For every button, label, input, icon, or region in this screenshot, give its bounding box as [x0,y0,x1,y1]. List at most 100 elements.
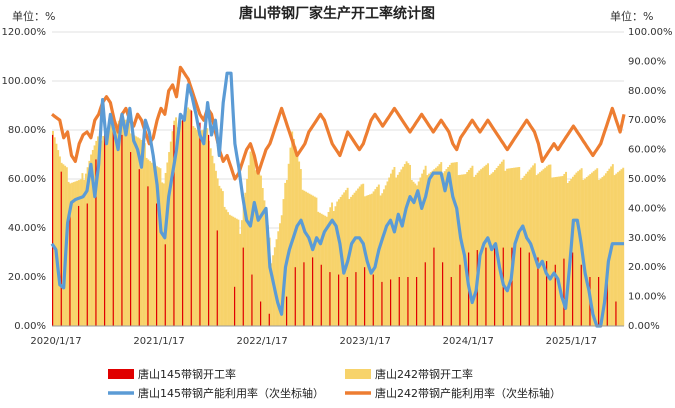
bar-242 [566,183,569,326]
bar-242 [329,207,332,326]
bar-242 [247,165,250,326]
left-axis-tick-label: 100.00% [2,76,47,87]
bar-242 [214,170,217,326]
x-axis-tick-label: 2023/1/17 [340,336,391,347]
bar-242 [398,172,401,326]
bar-242 [251,153,254,326]
left-axis-tick-label: 0.00% [14,321,46,332]
bar-242 [351,194,354,326]
bar-242 [443,171,446,326]
bar-242 [149,161,151,326]
bar-242 [277,231,280,326]
right-axis-tick-label: 70.00% [628,115,666,126]
bar-145 [346,277,348,326]
bar-145 [78,205,80,326]
bar-242 [589,174,592,326]
bar-242 [67,181,70,326]
bar-145 [312,257,314,326]
bar-242 [143,143,146,326]
bar-242 [58,156,61,326]
x-axis-tick-label: 2022/1/17 [236,336,287,347]
bar-242 [502,159,505,326]
bar-242 [98,145,101,326]
right-axis-tick-label: 10.00% [628,292,666,303]
bar-242 [240,220,243,326]
bar-242 [561,176,564,326]
bar-242 [572,176,574,326]
x-axis-tick-label: 2021/1/17 [133,336,184,347]
bar-242 [592,171,595,326]
bar-242 [485,164,488,326]
bar-242 [504,170,507,326]
bar-242 [296,154,299,326]
bar-242 [390,173,392,326]
left-axis-unit: 单位：% [12,9,55,23]
bar-242 [227,212,229,326]
bar-145 [268,313,270,326]
bar-242 [606,170,609,326]
bar-242 [221,191,224,326]
bar-242 [246,179,249,326]
bar-242 [386,181,389,326]
bar-145 [459,264,461,326]
bar-145 [372,274,374,326]
bar-242 [91,149,94,326]
bar-242 [183,114,186,326]
bar-242 [350,196,353,326]
right-axis-tick-label: 80.00% [628,86,666,97]
bar-242 [525,173,528,326]
bar-242 [450,162,453,326]
bar-242 [540,170,543,326]
bar-242 [617,172,619,326]
bar-242 [499,163,502,326]
bar-242 [403,164,406,326]
bar-145 [320,264,322,326]
bar-242 [552,177,555,326]
bar-145 [86,203,88,326]
bar-145 [580,264,582,326]
bar-242 [62,164,65,326]
bar-242 [604,173,607,326]
bar-242 [110,119,113,326]
bar-242 [528,169,531,326]
bar-242 [620,169,623,326]
bar-242 [416,185,418,326]
bar-242 [154,165,157,326]
bar-242 [72,182,75,326]
left-axis-tick-label: 20.00% [8,272,46,283]
bar-242 [136,137,139,326]
bar-242 [305,191,307,326]
bar-242 [268,237,271,326]
bar-145 [130,152,132,326]
bar-145 [442,262,444,326]
bar-242 [166,162,169,326]
bar-242 [232,216,235,326]
bar-242 [318,212,321,326]
bar-242 [454,162,457,326]
bar-242 [348,198,351,326]
bar-242 [213,163,216,326]
bar-242 [405,161,408,326]
bar-242 [301,189,304,326]
bar-242 [128,119,131,326]
bar-145 [199,122,201,327]
bar-242 [391,169,394,326]
bar-145 [485,247,487,326]
bar-242 [551,177,554,326]
left-axis-tick-label: 60.00% [8,174,46,185]
bar-145 [546,261,548,326]
bar-242 [556,176,559,326]
bar-242 [409,164,411,326]
bar-242 [419,177,422,326]
right-axis-unit: 单位：% [610,9,653,23]
bar-242 [500,161,503,326]
bar-242 [289,147,292,326]
bar-242 [81,173,84,326]
bar-242 [225,209,228,326]
bar-242 [258,173,261,326]
bar-242 [516,167,519,326]
bar-242 [424,165,427,326]
bar-242 [204,128,207,326]
